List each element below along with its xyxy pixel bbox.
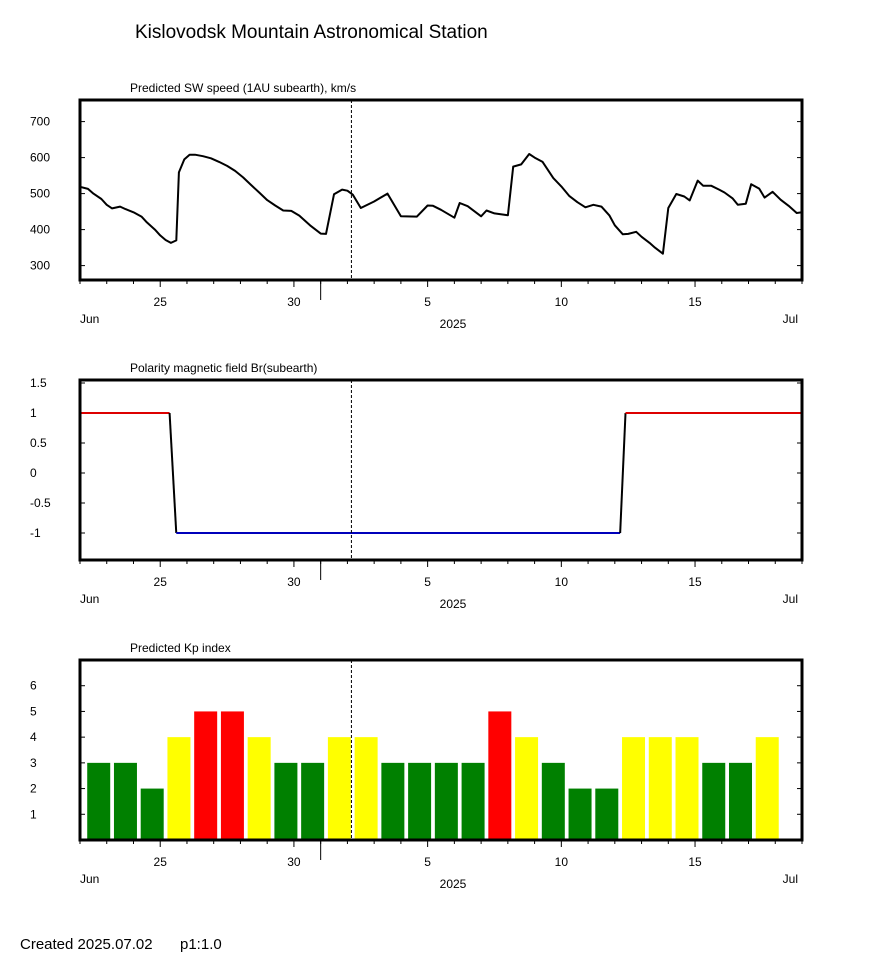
y-tick-label: 6 xyxy=(30,679,37,693)
month-label-jul: Jul xyxy=(783,872,798,886)
kp-bar xyxy=(702,762,726,840)
kp-bar xyxy=(113,762,137,840)
created-date: Created 2025.07.02 xyxy=(20,936,153,953)
polarity-transition xyxy=(168,412,178,534)
month-label-jun: Jun xyxy=(80,872,99,886)
y-tick-label: 400 xyxy=(30,223,50,237)
x-tick-label: 10 xyxy=(555,855,569,869)
y-tick-label: 0 xyxy=(30,466,37,480)
y-tick-label: -0.5 xyxy=(30,496,51,510)
month-label-jun: Jun xyxy=(80,592,99,606)
month-label-jun: Jun xyxy=(80,312,99,326)
x-tick-label: 10 xyxy=(555,575,569,589)
kp-bar xyxy=(140,788,164,840)
kp-bar xyxy=(675,737,699,840)
kp-bar xyxy=(381,762,405,840)
kp-bar xyxy=(327,737,351,840)
kp-bar xyxy=(408,762,432,840)
plot-frame xyxy=(78,658,804,842)
y-tick-label: 500 xyxy=(30,187,50,201)
x-tick-label: 15 xyxy=(688,295,702,309)
x-tick-label: 10 xyxy=(555,295,569,309)
x-tick-label: 30 xyxy=(287,575,301,589)
x-tick-label: 25 xyxy=(154,855,168,869)
sw-speed-panel: Predicted SW speed (1AU subearth), km/s 3… xyxy=(30,81,804,331)
kp-bar xyxy=(167,737,191,840)
kp-bar xyxy=(648,737,672,840)
kp-bar xyxy=(274,762,298,840)
x-tick-label: 15 xyxy=(688,855,702,869)
polarity-panel: Polarity magnetic field Br(subearth) -1 -0… xyxy=(30,361,804,611)
y-tick-label: -1 xyxy=(30,526,41,540)
y-tick-label: 700 xyxy=(30,115,50,129)
kp-bar xyxy=(622,737,646,840)
kp-bar xyxy=(755,737,779,840)
kp-bar xyxy=(194,711,218,840)
month-label-jul: Jul xyxy=(783,312,798,326)
kp-bar xyxy=(247,737,271,840)
plot-frame xyxy=(78,378,804,562)
x-tick-label: 30 xyxy=(287,855,301,869)
year-label: 2025 xyxy=(440,597,467,611)
kp-bar xyxy=(515,737,539,840)
x-tick-label: 25 xyxy=(154,575,168,589)
x-tick-label: 30 xyxy=(287,295,301,309)
x-tick-label: 25 xyxy=(154,295,168,309)
kp-bar xyxy=(461,762,485,840)
x-tick-label: 5 xyxy=(424,575,431,589)
kp-bar xyxy=(728,762,752,840)
page-title: Kislovodsk Mountain Astronomical Station xyxy=(135,22,488,43)
y-tick-label: 0.5 xyxy=(30,436,47,450)
kp-bar xyxy=(87,762,111,840)
kp-bar xyxy=(434,762,458,840)
panel-title: Predicted Kp index xyxy=(130,641,231,655)
polarity-transition xyxy=(619,412,627,534)
y-tick-label: 3 xyxy=(30,756,37,770)
kp-bar xyxy=(301,762,325,840)
kp-index-panel: Predicted Kp index 1 2 3 4 5 6 25 30 5 10 15 Jun Jul 2… xyxy=(30,641,804,891)
x-tick-label: 5 xyxy=(424,855,431,869)
kp-bar xyxy=(488,711,512,840)
x-tick-label: 15 xyxy=(688,575,702,589)
panel-title: Polarity magnetic field Br(subearth) xyxy=(130,361,317,375)
sw-speed-line xyxy=(79,153,803,255)
y-tick-label: 4 xyxy=(30,730,37,744)
panel-title: Predicted SW speed (1AU subearth), km/s xyxy=(130,81,356,95)
y-tick-label: 1 xyxy=(30,406,37,420)
kp-bar xyxy=(595,788,619,840)
kp-bar xyxy=(541,762,565,840)
month-label-jul: Jul xyxy=(783,592,798,606)
year-label: 2025 xyxy=(440,317,467,331)
year-label: 2025 xyxy=(440,877,467,891)
y-tick-label: 2 xyxy=(30,782,37,796)
page-id: p1:1.0 xyxy=(180,936,222,953)
x-tick-label: 5 xyxy=(424,295,431,309)
plot-frame xyxy=(78,98,804,282)
y-tick-label: 1.5 xyxy=(30,376,47,390)
kp-bar xyxy=(354,737,378,840)
y-tick-label: 5 xyxy=(30,704,37,718)
y-tick-label: 1 xyxy=(30,807,37,821)
kp-bar xyxy=(568,788,592,840)
kp-bar xyxy=(220,711,244,840)
y-tick-label: 300 xyxy=(30,259,50,273)
y-tick-label: 600 xyxy=(30,151,50,165)
